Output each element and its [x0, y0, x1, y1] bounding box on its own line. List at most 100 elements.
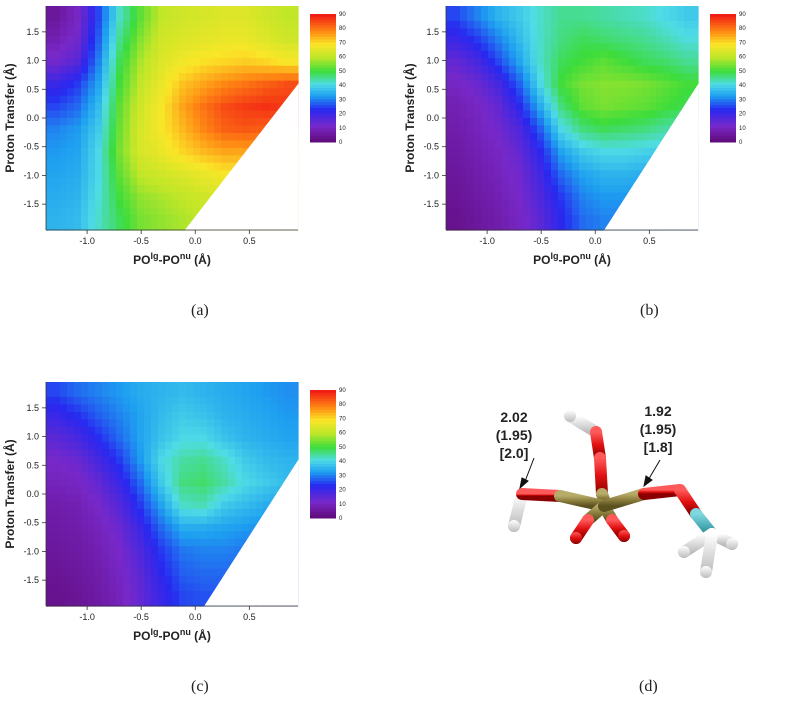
heatmap-cell: [116, 516, 124, 525]
heatmap-cell: [158, 516, 166, 525]
heatmap-cell: [102, 494, 110, 503]
heatmap-cell: [109, 419, 117, 428]
colorbar-tick-label: 80: [339, 402, 346, 408]
heatmap-cell: [495, 140, 503, 149]
heatmap-cell: [691, 13, 699, 22]
heatmap-cell: [137, 516, 145, 525]
heatmap-cell: [88, 155, 96, 164]
heatmap-cell: [158, 110, 166, 119]
heatmap-cell: [137, 479, 145, 488]
heatmap-cell: [523, 28, 531, 37]
heatmap-cell: [628, 132, 636, 141]
heatmap-cell: [593, 147, 601, 156]
heatmap-cell: [179, 382, 187, 391]
heatmap-cell: [488, 170, 496, 179]
heatmap-cell: [165, 118, 173, 127]
heatmap-cell: [116, 125, 124, 134]
heatmap-cell: [221, 411, 229, 420]
heatmap-cell: [579, 155, 587, 164]
heatmap-cell: [579, 147, 587, 156]
heatmap-cell: [67, 103, 75, 112]
heatmap-cell: [600, 13, 608, 22]
heatmap-cell: [249, 58, 257, 67]
heatmap-cell: [165, 598, 173, 607]
heatmap-cell: [179, 207, 187, 216]
colorbar-segment: [310, 76, 336, 80]
heatmap-cell: [53, 43, 61, 52]
heatmap-cell: [130, 598, 138, 607]
heatmap-cell: [130, 583, 138, 592]
heatmap-cell: [586, 170, 594, 179]
heatmap-cell: [635, 58, 643, 67]
heatmap-cell: [158, 185, 166, 194]
heatmap-cell: [516, 50, 524, 59]
heatmap-cell: [607, 155, 615, 164]
colorbar-segment: [710, 28, 736, 32]
heatmap-cell: [123, 162, 131, 171]
heatmap-cell: [116, 65, 124, 74]
colorbar-segment: [310, 404, 336, 408]
heatmap-cell: [530, 50, 538, 59]
y-tick-label: 1.5: [26, 403, 39, 413]
heatmap-cell: [621, 20, 629, 29]
heatmap-cell: [165, 65, 173, 74]
heatmap-cell: [228, 140, 236, 149]
heatmap-cell: [551, 185, 559, 194]
heatmap-cell: [60, 207, 68, 216]
heatmap-cell: [277, 95, 285, 104]
heatmap-cell: [144, 486, 152, 495]
heatmap-cell: [53, 13, 61, 22]
heatmap-cell: [221, 103, 229, 112]
heatmap-cell: [102, 456, 110, 465]
heatmap-cell: [193, 20, 201, 29]
heatmap-cell: [109, 147, 117, 156]
heatmap-cell: [221, 382, 229, 391]
heatmap-cell: [193, 50, 201, 59]
colorbar-segment: [710, 56, 736, 61]
heatmap-cell: [130, 419, 138, 428]
heatmap-cell: [165, 155, 173, 164]
heatmap-cell: [137, 583, 145, 592]
heatmap-cell: [284, 404, 292, 413]
heatmap-cell: [628, 95, 636, 104]
heatmap-cell: [200, 155, 208, 164]
heatmap-cell: [488, 110, 496, 119]
heatmap-cell: [523, 192, 531, 201]
heatmap-cell: [193, 73, 201, 82]
heatmap-cell: [474, 147, 482, 156]
heatmap-cell: [95, 58, 103, 67]
heatmap-cell: [193, 58, 201, 67]
heatmap-cell: [607, 65, 615, 74]
heatmap-cell: [186, 132, 194, 141]
heatmap-cell: [537, 80, 545, 89]
heatmap-cell: [165, 207, 173, 216]
heatmap-cell: [565, 125, 573, 134]
heatmap-cell: [46, 20, 54, 29]
caption-b: (b): [640, 302, 659, 319]
heatmap-cell: [453, 6, 461, 15]
heatmap-cell: [263, 73, 271, 82]
heatmap-cell: [523, 140, 531, 149]
heatmap-cell: [537, 58, 545, 67]
x-tick-label: -1.0: [479, 236, 495, 246]
heatmap-cell: [621, 170, 629, 179]
heatmap-cell: [95, 396, 103, 405]
heatmap-cell: [291, 35, 299, 44]
heatmap-cell: [214, 162, 222, 171]
heatmap-cell: [200, 110, 208, 119]
heatmap-cell: [46, 80, 54, 89]
heatmap-cell: [95, 404, 103, 413]
heatmap-cell: [537, 192, 545, 201]
heatmap-cell: [151, 222, 159, 231]
heatmap-cell: [144, 73, 152, 82]
heatmap-cell: [263, 65, 271, 74]
heatmap-panel-b: -1.0 -0.5 0.0 0.5 -1.5-1.0-0.50.00.51.01.5 …: [402, 6, 746, 267]
heatmap-cell: [95, 28, 103, 37]
heatmap-cell: [460, 110, 468, 119]
heatmap-cell: [537, 140, 545, 149]
heatmap-cell: [214, 561, 222, 570]
heatmap-cell: [186, 140, 194, 149]
heatmap-cell: [249, 486, 257, 495]
heatmap-cell: [81, 419, 89, 428]
heatmap-cell: [586, 50, 594, 59]
